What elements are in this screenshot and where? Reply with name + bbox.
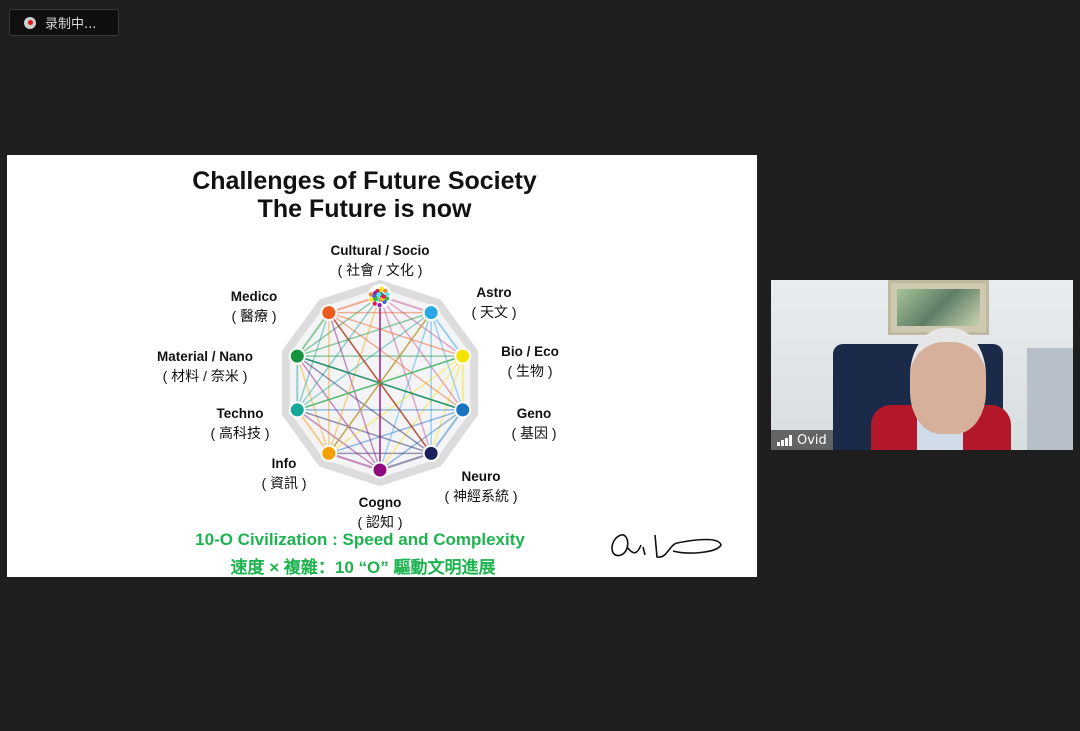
connection-line [296, 409, 330, 454]
mosaic-dot [368, 292, 374, 297]
connection-line [379, 452, 432, 471]
node-label-zh: ( 醫療 ) [231, 308, 277, 324]
shared-slide: Challenges of Future Society The Future … [7, 155, 757, 577]
node-label-en: Material / Nano [156, 349, 254, 364]
node-label: Neuro ( 神經系統 ) [444, 469, 517, 506]
recording-label: 录制中... [45, 17, 97, 32]
connection-line [430, 312, 464, 357]
mosaic-dot [385, 292, 390, 297]
connection-line [297, 311, 432, 357]
mosaic-dot [372, 301, 377, 306]
participant-video[interactable]: Ovid [771, 280, 1073, 450]
connection-line [328, 311, 463, 357]
node-label-zh: ( 基因 ) [511, 425, 557, 441]
fridge [1027, 348, 1073, 450]
connection-line [296, 312, 330, 357]
node-label-en: Cogno [358, 495, 402, 510]
node-label: Bio / Eco ( 生物 ) [501, 344, 559, 381]
decagon-diagram [281, 280, 479, 486]
node-dot [454, 347, 472, 365]
node-label: Techno ( 高科技 ) [210, 406, 269, 443]
node-label: Cogno ( 認知 ) [357, 495, 402, 532]
connection-line [430, 409, 464, 454]
connection-line [379, 295, 464, 411]
node-label-zh: ( 資訊 ) [261, 475, 307, 491]
mosaic-dot [381, 294, 386, 299]
connection-line [328, 409, 463, 455]
node-dot [288, 347, 306, 365]
signature [611, 534, 722, 558]
node-label-en: Techno [216, 406, 264, 421]
participant-name-tag: Ovid [771, 430, 833, 450]
civilization-caption-en: 10-O Civilization : Speed and Complexity [195, 530, 525, 549]
node-dot [320, 444, 338, 462]
connection-line [296, 295, 381, 411]
node-label: Geno ( 基因 ) [511, 406, 556, 443]
node-dot [288, 401, 306, 419]
slide-subtitle: The Future is now [257, 195, 472, 223]
mosaic-dot [373, 296, 378, 302]
connection-line [328, 452, 381, 471]
node-label-en: Neuro [461, 469, 501, 484]
node-label-zh: ( 高科技 ) [210, 425, 270, 441]
slide-title: Challenges of Future Society [192, 167, 537, 195]
node-label-zh: ( 生物 ) [507, 363, 553, 379]
connection-line [296, 355, 381, 471]
node-label-zh: ( 社會 / 文化 ) [337, 262, 423, 278]
node-dot [320, 304, 338, 322]
node-label-zh: ( 材料 / 奈米 ) [162, 368, 248, 384]
node-label-en: Info [271, 456, 297, 471]
connection-line [297, 409, 432, 455]
participant-name: Ovid [797, 432, 827, 448]
node-label: Material / Nano ( 材料 / 奈米 ) [157, 349, 253, 386]
node-dot [422, 304, 440, 322]
node-dot [371, 461, 389, 479]
connection-line [328, 312, 432, 454]
node-label-en: Cultural / Socio [330, 243, 430, 258]
signal-strength-icon [777, 434, 792, 446]
node-label: Medico ( 醫療 ) [231, 289, 278, 326]
node-label-zh: ( 認知 ) [357, 514, 403, 530]
mosaic-dot [382, 299, 387, 305]
mosaic-dot [369, 297, 374, 302]
node-label-en: Astro [476, 285, 512, 300]
connection-line [379, 355, 464, 471]
node-label-en: Geno [516, 406, 552, 421]
wall-painting [888, 280, 989, 335]
recording-indicator[interactable]: 录制中... [9, 9, 119, 36]
mosaic-dot [376, 292, 381, 297]
node-label-zh: ( 神經系統 ) [444, 488, 518, 504]
node-label-zh: ( 天文 ) [471, 304, 517, 320]
civilization-caption-zh: 速度 × 複雜：10 “O” 驅動文明進展 [230, 558, 496, 577]
node-label: Info ( 資訊 ) [261, 456, 306, 493]
node-label: Cultural / Socio ( 社會 / 文化 ) [330, 243, 429, 280]
mosaic-dot [384, 296, 390, 301]
node-dot [454, 401, 472, 419]
node-label: Astro ( 天文 ) [471, 285, 516, 322]
mosaic-dot [379, 286, 384, 291]
node-label-en: Medico [230, 289, 278, 304]
node-dot [422, 444, 440, 462]
mosaic-dot [383, 288, 388, 293]
mosaic-dot [377, 302, 382, 308]
node-label-en: Bio / Eco [501, 344, 559, 359]
record-icon [24, 16, 36, 29]
person-head [910, 328, 986, 434]
